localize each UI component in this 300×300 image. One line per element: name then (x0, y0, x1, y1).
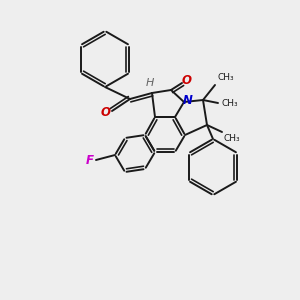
Text: CH₃: CH₃ (224, 134, 241, 143)
Text: F: F (86, 154, 94, 166)
Text: O: O (101, 106, 111, 118)
Text: CH₃: CH₃ (221, 98, 238, 107)
Text: O: O (182, 74, 192, 88)
Text: CH₃: CH₃ (218, 73, 235, 82)
Text: N: N (183, 94, 193, 106)
Text: H: H (146, 78, 154, 88)
